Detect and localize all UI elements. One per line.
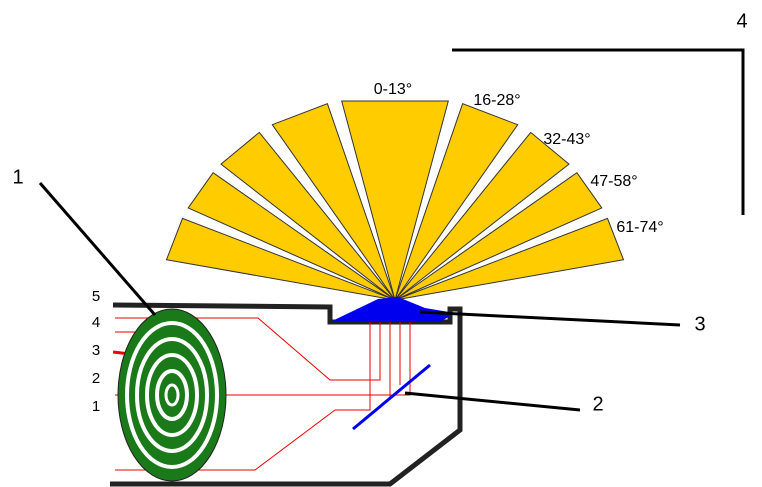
callout-lines [38, 48, 745, 412]
fan [165, 100, 625, 302]
wedge [394, 131, 570, 301]
wedge [187, 172, 396, 301]
wedge [394, 172, 603, 301]
wedge [271, 103, 396, 301]
angle-label: 16-28° [473, 92, 520, 109]
ring-label: 2 [92, 370, 100, 387]
wedge [341, 100, 449, 302]
angle-label: 32-43° [543, 131, 590, 148]
target-rings [117, 308, 227, 482]
wedge [394, 103, 519, 301]
lens [330, 297, 455, 322]
mirror [352, 363, 431, 431]
callout-label: 4 [736, 10, 747, 32]
angle-label: 61-74° [616, 219, 663, 236]
ring-label: 4 [92, 314, 100, 331]
wedge [220, 131, 396, 301]
callout-label: 2 [592, 393, 603, 415]
ring-label: 5 [92, 288, 100, 305]
angle-label: 47-58° [590, 173, 637, 190]
angle-label: 0-13° [374, 81, 412, 98]
callout-label: 3 [694, 313, 705, 335]
wedge [394, 217, 625, 301]
wedge [165, 217, 396, 301]
housing [110, 302, 463, 487]
ring-label: 1 [92, 398, 100, 415]
callout-label: 1 [12, 166, 23, 188]
ring-label: 3 [92, 342, 100, 359]
